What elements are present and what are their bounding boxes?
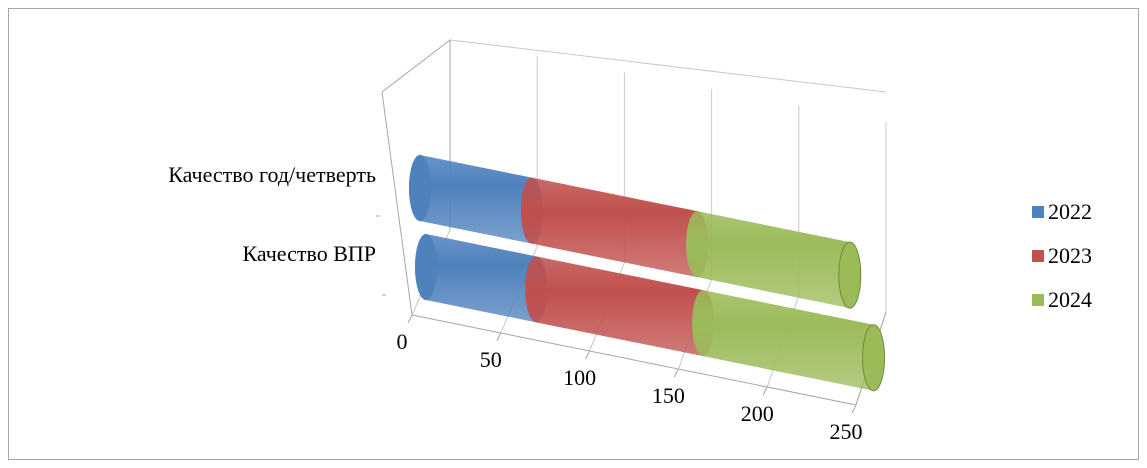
- x-tick-mark: [407, 314, 413, 324]
- x-tick-mark: [762, 386, 768, 396]
- x-tick-mark: [496, 332, 502, 342]
- labels: 0 50 100 150 200 250 Качество ВПР Качество год/…: [168, 162, 862, 444]
- bar-segment-2024: [692, 290, 885, 391]
- legend-label: 2022: [1048, 199, 1092, 224]
- bar-start-cap: [415, 234, 437, 300]
- bar-segment-2024: [686, 211, 861, 309]
- legend-swatch: [1032, 250, 1044, 262]
- bar-segment-2023: [525, 256, 715, 357]
- x-tick-mark: [585, 350, 591, 360]
- legend-swatch: [1032, 294, 1044, 306]
- x-tick-mark: [673, 368, 679, 378]
- back-wall-top: [449, 39, 887, 93]
- x-tick-label: 50: [480, 347, 502, 372]
- x-tick-label: 250: [830, 419, 863, 444]
- bar-segment-2022: [415, 234, 548, 323]
- x-tick-mark: [851, 404, 857, 414]
- legend: 2022 2023 2024: [1032, 199, 1092, 312]
- bar-segment-2023: [520, 177, 709, 278]
- legend-swatch: [1032, 206, 1044, 218]
- legend-label: 2024: [1048, 287, 1092, 312]
- x-tick-label: 100: [563, 365, 596, 390]
- x-tick-label: 0: [397, 329, 408, 354]
- x-tick-label: 200: [741, 401, 774, 426]
- bars: [409, 155, 886, 392]
- bar-end-cap: [862, 324, 886, 392]
- x-tick-label: 150: [652, 383, 685, 408]
- category-label: Качество год/четверть: [168, 162, 376, 187]
- bar-end-cap: [838, 241, 862, 309]
- bar-start-cap: [409, 155, 431, 221]
- bar-segment-2022: [409, 155, 543, 244]
- side-wall: [381, 38, 451, 316]
- category-label: Качество ВПР: [242, 241, 376, 266]
- legend-label: 2023: [1048, 243, 1092, 268]
